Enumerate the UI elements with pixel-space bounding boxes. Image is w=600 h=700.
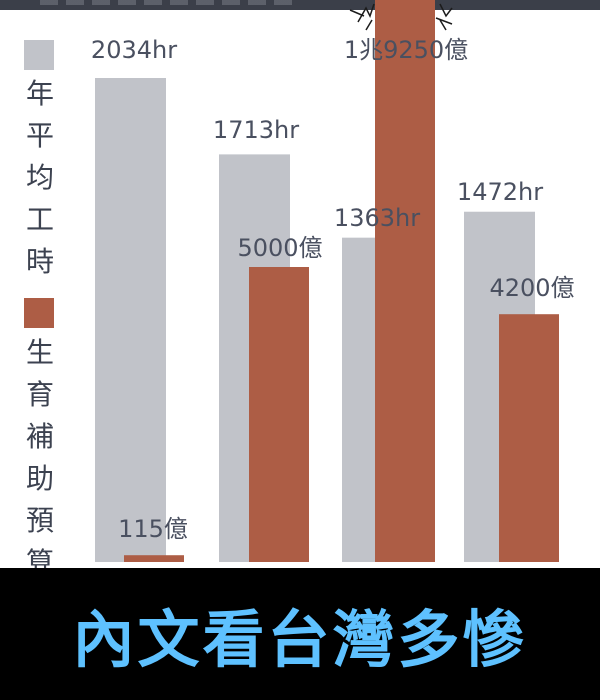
work-hours-value-label: 1713hr xyxy=(213,116,299,144)
work-hours-bar xyxy=(95,78,166,562)
footer-banner: 內文看台灣多慘 xyxy=(0,568,600,700)
overflow-burst-mark xyxy=(439,19,447,31)
overflow-burst-mark xyxy=(439,3,453,18)
overflow-burst-mark xyxy=(349,9,365,17)
work-hours-value-label: 2034hr xyxy=(91,36,177,64)
legend-label-work-hours: 年平均工時 xyxy=(25,77,54,278)
legend-swatch-birth-subsidy xyxy=(24,298,54,328)
birth-subsidy-bar xyxy=(375,0,435,562)
overflow-burst-mark xyxy=(435,17,453,25)
birth-subsidy-value-label: 4200億 xyxy=(489,274,574,302)
top-header-strip xyxy=(0,0,600,10)
bar-chart: 2034hr 1713hr 1363hr 1472hr 115億 5000億 1兆9250億… xyxy=(91,0,575,562)
work-hours-value-label: 1363hr xyxy=(334,204,420,232)
legend-swatch-work-hours xyxy=(24,40,54,70)
birth-subsidy-value-label: 5000億 xyxy=(237,234,322,262)
overflow-burst-mark xyxy=(357,3,375,23)
birth-subsidy-value-label: 1兆9250億 xyxy=(344,36,468,64)
overflow-burst-mark xyxy=(365,19,373,31)
work-hours-value-label: 1472hr xyxy=(457,178,543,206)
legend-label-birth-subsidy: 生育補助預算 xyxy=(25,336,54,579)
birth-subsidy-bar xyxy=(124,555,184,562)
footer-title: 內文看台灣多慘 xyxy=(72,603,528,676)
birth-subsidy-bar xyxy=(499,314,559,562)
birth-subsidy-bar xyxy=(249,267,309,562)
cropped-header-text xyxy=(40,0,300,5)
birth-subsidy-value-label: 115億 xyxy=(118,515,188,543)
